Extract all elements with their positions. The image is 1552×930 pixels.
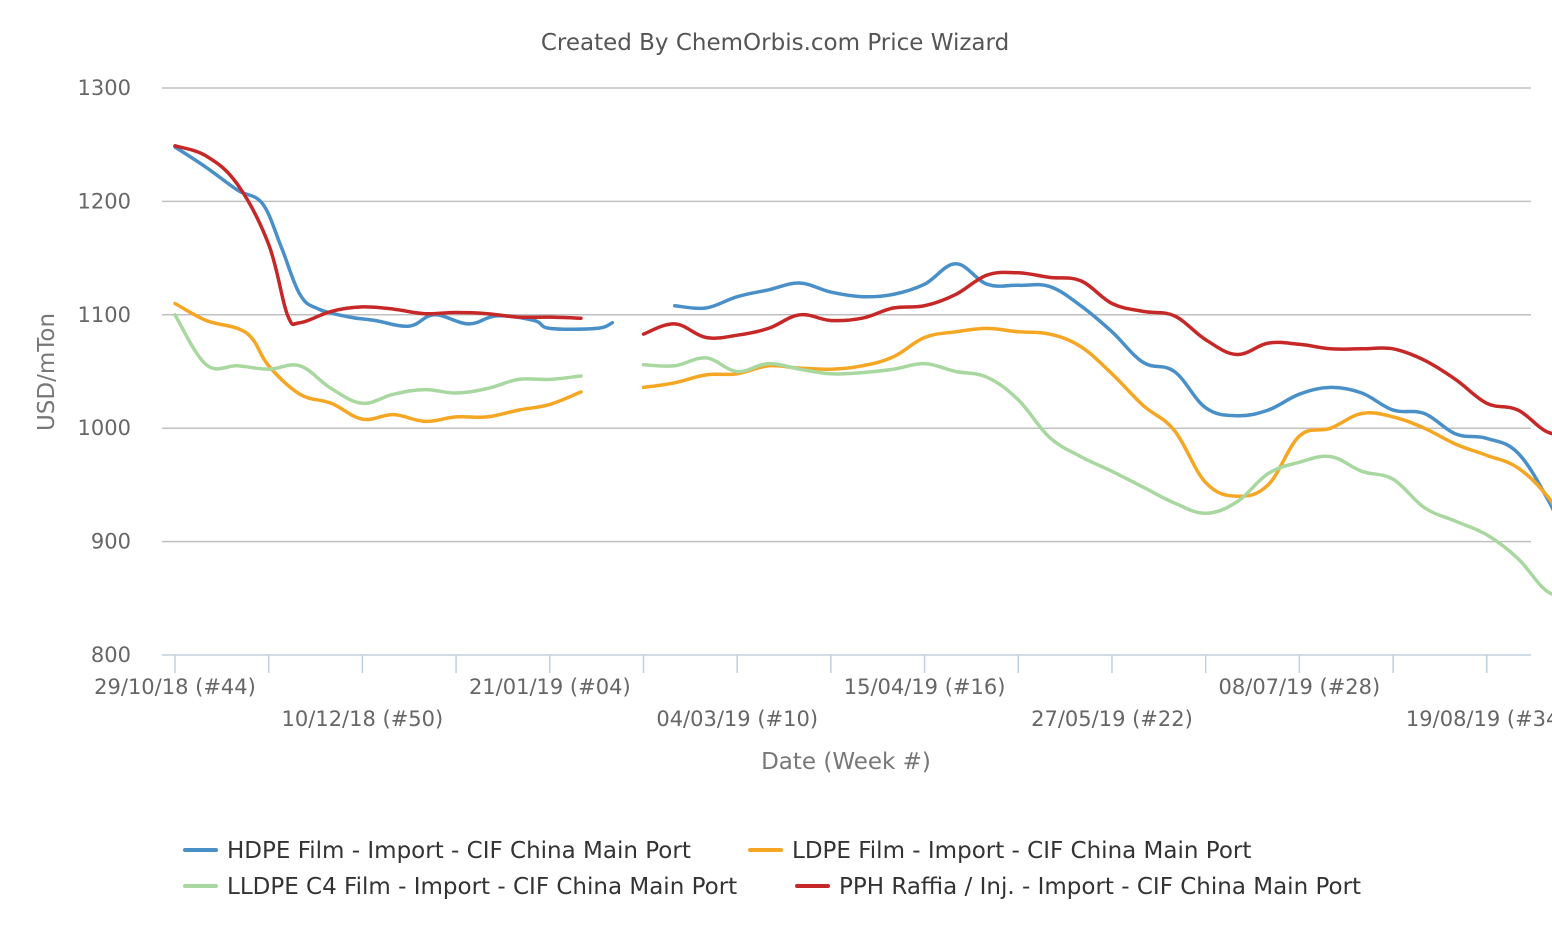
legend-label: PPH Raffia / Inj. - Import - CIF China M…: [839, 874, 1361, 900]
legend-item: PPH Raffia / Inj. - Import - CIF China M…: [795, 874, 1361, 900]
series-line-segment: [173, 145, 615, 332]
series-line-segment: [672, 262, 1552, 512]
y-tick-labels: 800 900 1000 1100 1200 1300: [78, 76, 131, 667]
series-line-segment: [641, 270, 1552, 436]
y-axis-title: USD/mTon: [34, 313, 60, 431]
series-1: [173, 145, 1552, 512]
legend-label: LLDPE C4 Film - Import - CIF China Main …: [227, 874, 737, 900]
series-3: [173, 313, 1552, 597]
x-tick-label: 04/03/19 (#10): [656, 707, 818, 731]
x-tick-label: 10/12/18 (#50): [282, 707, 444, 731]
legend: HDPE Film - Import - CIF China Main Port…: [183, 838, 1361, 900]
legend-item: LLDPE C4 Film - Import - CIF China Main …: [183, 874, 737, 900]
y-tick-label-1000: 1000: [78, 416, 131, 440]
x-tick-label: 15/04/19 (#16): [844, 675, 1006, 699]
y-tick-label-1100: 1100: [78, 303, 131, 327]
x-tick-label: 21/01/19 (#04): [469, 675, 631, 699]
legend-item: HDPE Film - Import - CIF China Main Port: [183, 838, 691, 864]
series-line-segment: [173, 313, 583, 406]
legend-item: LDPE Film - Import - CIF China Main Port: [748, 838, 1251, 864]
y-tick-label-900: 900: [91, 530, 131, 554]
series-line-segment: [173, 144, 583, 327]
y-tick-label-1300: 1300: [78, 76, 131, 100]
chart-title: Created By ChemOrbis.com Price Wizard: [541, 30, 1009, 56]
x-tick-label: 29/10/18 (#44): [94, 675, 256, 699]
y-tick-label-1200: 1200: [78, 189, 131, 213]
series-2: [173, 301, 1552, 506]
grid-lines: [162, 87, 1531, 543]
legend-label: HDPE Film - Import - CIF China Main Port: [227, 838, 691, 864]
series-line-segment: [173, 301, 583, 424]
x-ticks: 29/10/18 (#44) 10/12/18 (#50) 21/01/19 (#0…: [94, 655, 1552, 731]
x-tick-label: 19/08/19 (#34): [1406, 707, 1552, 731]
x-axis-title: Date (Week #): [761, 749, 931, 775]
series-line-segment: [641, 356, 1552, 597]
x-tick-label: 08/07/19 (#28): [1219, 675, 1381, 699]
series-4: [173, 144, 1552, 436]
y-tick-label-800: 800: [91, 643, 131, 667]
legend-label: LDPE Film - Import - CIF China Main Port: [792, 838, 1251, 864]
x-tick-label: 27/05/19 (#22): [1031, 707, 1193, 731]
series-lines: [173, 144, 1552, 597]
series-line-segment: [641, 326, 1552, 506]
